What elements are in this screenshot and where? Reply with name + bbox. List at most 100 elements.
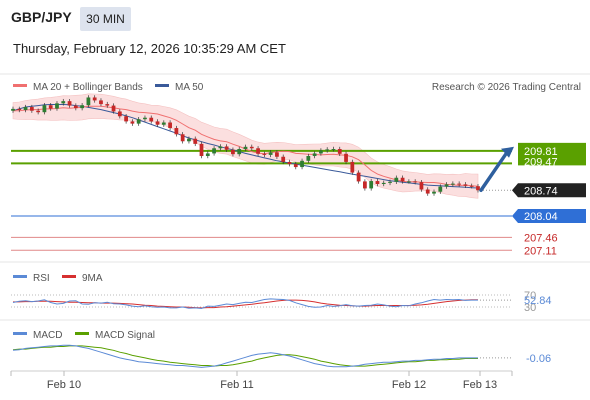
candle-body [444,184,449,187]
candle-body [312,153,317,157]
candle-body [212,148,216,154]
x-tick-label: Feb 11 [220,379,253,391]
candle-body [450,183,455,185]
macd-legend-label: MACD [33,330,62,341]
x-tick-label: Feb 13 [463,379,497,391]
level-tag-209.47: 209.47 [524,156,558,168]
candle-body [363,181,367,189]
candle-body [205,153,210,157]
candle-body [275,152,279,157]
candle-body [174,128,179,135]
candle-body [99,100,103,105]
candle-body [400,177,405,182]
candle-body [29,107,34,111]
level-tag-bg-209.81 [518,142,586,159]
candle-body [199,143,204,157]
candle-body [48,105,53,109]
rsi-legend-swatch [13,275,27,278]
candle-body [331,149,336,151]
candle-body [469,185,474,187]
rsi-tick-30: 30 [524,302,536,314]
trend-arrow-shaft [479,152,508,193]
candle-body [23,107,28,110]
candle-body [86,97,91,106]
level-tag-207.46: 207.46 [524,232,558,244]
candle-body [111,105,116,112]
ma50-legend-label: MA 50 [175,82,204,93]
candle-body [375,181,380,184]
candle-body [268,152,273,155]
level-tag-208.04: 208.04 [524,211,558,223]
candle-body [136,119,141,124]
candle-body [350,161,355,173]
macd-signal-legend-label: MACD Signal [95,330,155,341]
candle-body [369,181,374,189]
level-tag-208.74: 208.74 [524,185,558,197]
candle-body [419,182,424,190]
candle-body [105,104,110,106]
candle-body [161,122,166,125]
candle-body [457,183,462,185]
candle-body [36,110,41,113]
candle-body [124,116,128,122]
rsi-tick-70: 70 [524,290,536,302]
level-tag-209.81: 209.81 [524,146,558,158]
candle-body [231,149,235,155]
candle-body [143,117,147,120]
candle-body [168,122,172,129]
chart-datetime: Thursday, February 12, 2026 10:35:29 AM … [13,41,286,56]
candle-body [55,103,59,109]
trend-arrow-head [501,146,514,158]
candle-body [218,146,223,149]
candle-body [249,146,254,149]
candle-body [80,105,85,109]
symbol-title: GBP/JPY [11,9,72,25]
candle-body [262,153,267,155]
macd-signal-legend-swatch [75,332,89,335]
candle-body [438,186,443,192]
rsi-legend-label: RSI [33,273,50,284]
level-tag-bg-209.47 [518,155,586,166]
ma20-legend-swatch [13,84,27,87]
level-tag-bg-208.74 [512,183,586,198]
ma50-line [12,104,479,189]
candle-body [67,101,72,106]
candle-body [180,134,185,142]
candle-body [130,121,135,124]
candle-body [406,181,411,183]
rsi-ma-legend-label: 9MA [82,273,103,284]
timeframe-badge[interactable]: 30 MIN [80,7,131,31]
x-tick-label: Feb 10 [47,379,81,391]
candle-body [224,146,229,150]
candle-body [413,181,418,183]
candle-body [61,101,66,104]
candle-body [237,149,242,155]
candle-body [394,177,399,182]
candle-body [149,117,154,122]
candle-body [92,97,97,101]
candle-body [155,121,160,125]
candle-body [300,160,304,168]
candle-body [425,189,430,194]
candle-body [325,149,330,151]
ma50-legend-swatch [155,84,169,87]
candle-body [73,105,78,109]
candle-body [306,156,311,161]
macd-signal-line [12,345,478,367]
macd-plot: -0.06 [12,344,551,368]
macd-line [12,344,478,368]
macd-last-value: -0.06 [526,353,551,365]
candle-body [476,186,480,191]
level-tag-207.11: 207.11 [524,245,557,257]
candle-body [117,111,122,117]
rsi-ma-legend-swatch [62,275,76,278]
candle-body [337,149,342,154]
candle-body [388,181,392,183]
candle-body [42,105,47,113]
candle-body [463,184,468,186]
candle-body [319,150,323,154]
candle-body [281,156,286,162]
candle-body [193,138,198,144]
